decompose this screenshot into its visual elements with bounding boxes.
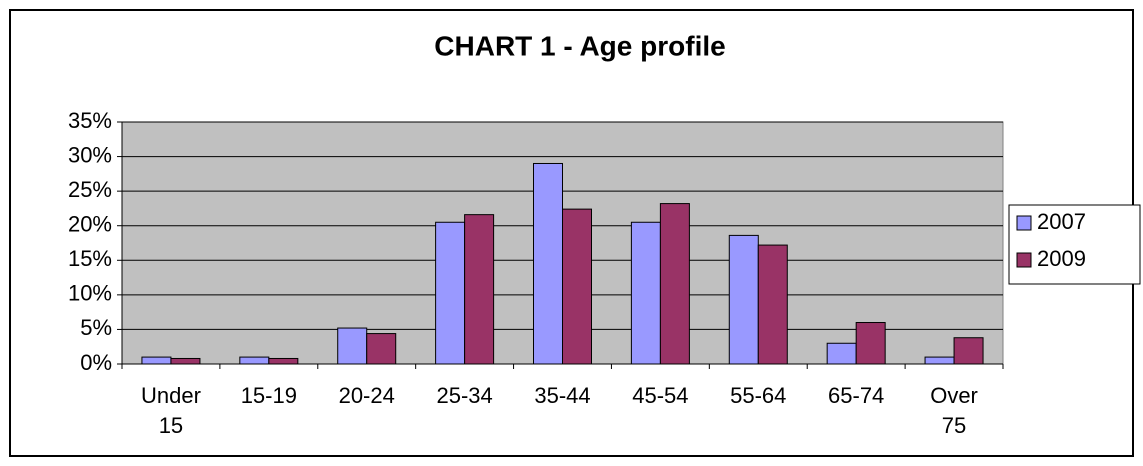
bar bbox=[757, 244, 788, 365]
y-tick-label: 5% bbox=[80, 315, 112, 340]
y-tick-label: 25% bbox=[68, 177, 112, 202]
x-tick-label: 20-24 bbox=[338, 383, 395, 408]
bar bbox=[855, 322, 886, 365]
bar bbox=[826, 342, 857, 365]
y-tick-label: 20% bbox=[68, 212, 112, 237]
x-tick-label: 15-19 bbox=[240, 383, 297, 408]
x-tick-label: 25-34 bbox=[436, 383, 493, 408]
x-tick-label: Over 75 bbox=[930, 383, 978, 438]
y-tick-label: 0% bbox=[80, 350, 112, 375]
bar bbox=[366, 333, 397, 365]
legend-swatch bbox=[1016, 252, 1032, 268]
bar bbox=[953, 337, 984, 365]
bar bbox=[562, 208, 592, 365]
legend-label: 2007 bbox=[1037, 209, 1086, 234]
bar bbox=[464, 214, 495, 365]
bar bbox=[659, 203, 690, 365]
bar bbox=[337, 327, 368, 365]
bar bbox=[268, 357, 299, 365]
y-tick-label: 15% bbox=[68, 246, 112, 271]
legend-swatch bbox=[1016, 215, 1032, 231]
x-tick-label: 55-64 bbox=[730, 383, 787, 408]
chart-title: CHART 1 - Age profile bbox=[434, 30, 725, 61]
x-tick-label: 65-74 bbox=[828, 383, 885, 408]
bar bbox=[630, 221, 661, 365]
x-tick-label: 45-54 bbox=[632, 383, 689, 408]
legend-label: 2009 bbox=[1037, 246, 1086, 271]
x-tick-label: Under 15 bbox=[140, 383, 201, 438]
bar bbox=[533, 162, 563, 365]
y-tick-label: 35% bbox=[68, 108, 112, 133]
bar bbox=[239, 356, 270, 365]
y-tick-label: 30% bbox=[68, 142, 112, 167]
x-tick-label: 35-44 bbox=[534, 383, 591, 408]
bar bbox=[728, 234, 759, 365]
bar bbox=[435, 221, 466, 365]
bar bbox=[924, 356, 955, 365]
bar bbox=[170, 357, 201, 365]
y-tick-label: 10% bbox=[68, 281, 112, 306]
bar bbox=[141, 356, 172, 365]
